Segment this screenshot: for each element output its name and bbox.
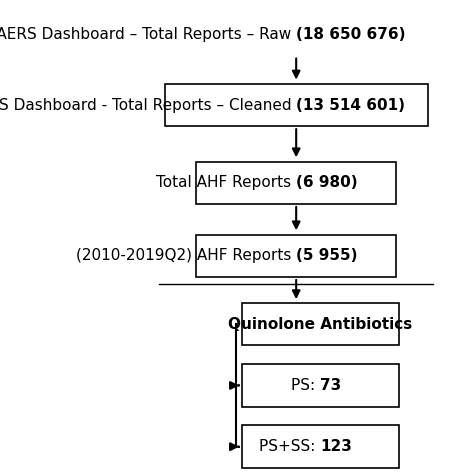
- Text: PS+SS: 123: PS+SS: 123: [275, 439, 365, 454]
- Text: (2010-2019Q2) AHF Reports: (2010-2019Q2) AHF Reports: [76, 248, 296, 264]
- Text: Total AHF Reports (6 980): Total AHF Reports (6 980): [199, 175, 394, 190]
- Text: (2010-2019Q2) AHF Reports (5 955): (2010-2019Q2) AHF Reports (5 955): [158, 248, 434, 264]
- FancyBboxPatch shape: [242, 426, 399, 468]
- Text: PS: 73: PS: 73: [296, 378, 345, 393]
- Text: FAERS Dashboard – Total Reports – Raw: FAERS Dashboard – Total Reports – Raw: [0, 27, 296, 42]
- FancyBboxPatch shape: [164, 84, 428, 126]
- Text: (6 980): (6 980): [296, 175, 358, 190]
- Text: 73: 73: [320, 378, 342, 393]
- Text: FAERS Dashboard - Total Reports – Cleaned: FAERS Dashboard - Total Reports – Cleane…: [0, 98, 296, 112]
- Text: Quinolone Antibiotics: Quinolone Antibiotics: [228, 317, 413, 332]
- Text: (13 514 601): (13 514 601): [296, 98, 405, 112]
- Text: 123: 123: [320, 439, 352, 454]
- Text: (5 955): (5 955): [296, 248, 358, 264]
- Text: FAERS Dashboard - Total Reports – Cleaned (13 514 601): FAERS Dashboard - Total Reports – Cleane…: [79, 98, 474, 112]
- Text: PS:: PS:: [292, 378, 320, 393]
- FancyBboxPatch shape: [196, 162, 396, 204]
- Text: Total AHF Reports: Total AHF Reports: [156, 175, 296, 190]
- FancyBboxPatch shape: [242, 364, 399, 407]
- Text: PS+SS:: PS+SS:: [259, 439, 320, 454]
- FancyBboxPatch shape: [196, 235, 396, 277]
- Text: FAERS Dashboard – Total Reports – Raw (18 650 676): FAERS Dashboard – Total Reports – Raw (1…: [93, 27, 474, 42]
- FancyBboxPatch shape: [242, 303, 399, 346]
- Text: (18 650 676): (18 650 676): [296, 27, 406, 42]
